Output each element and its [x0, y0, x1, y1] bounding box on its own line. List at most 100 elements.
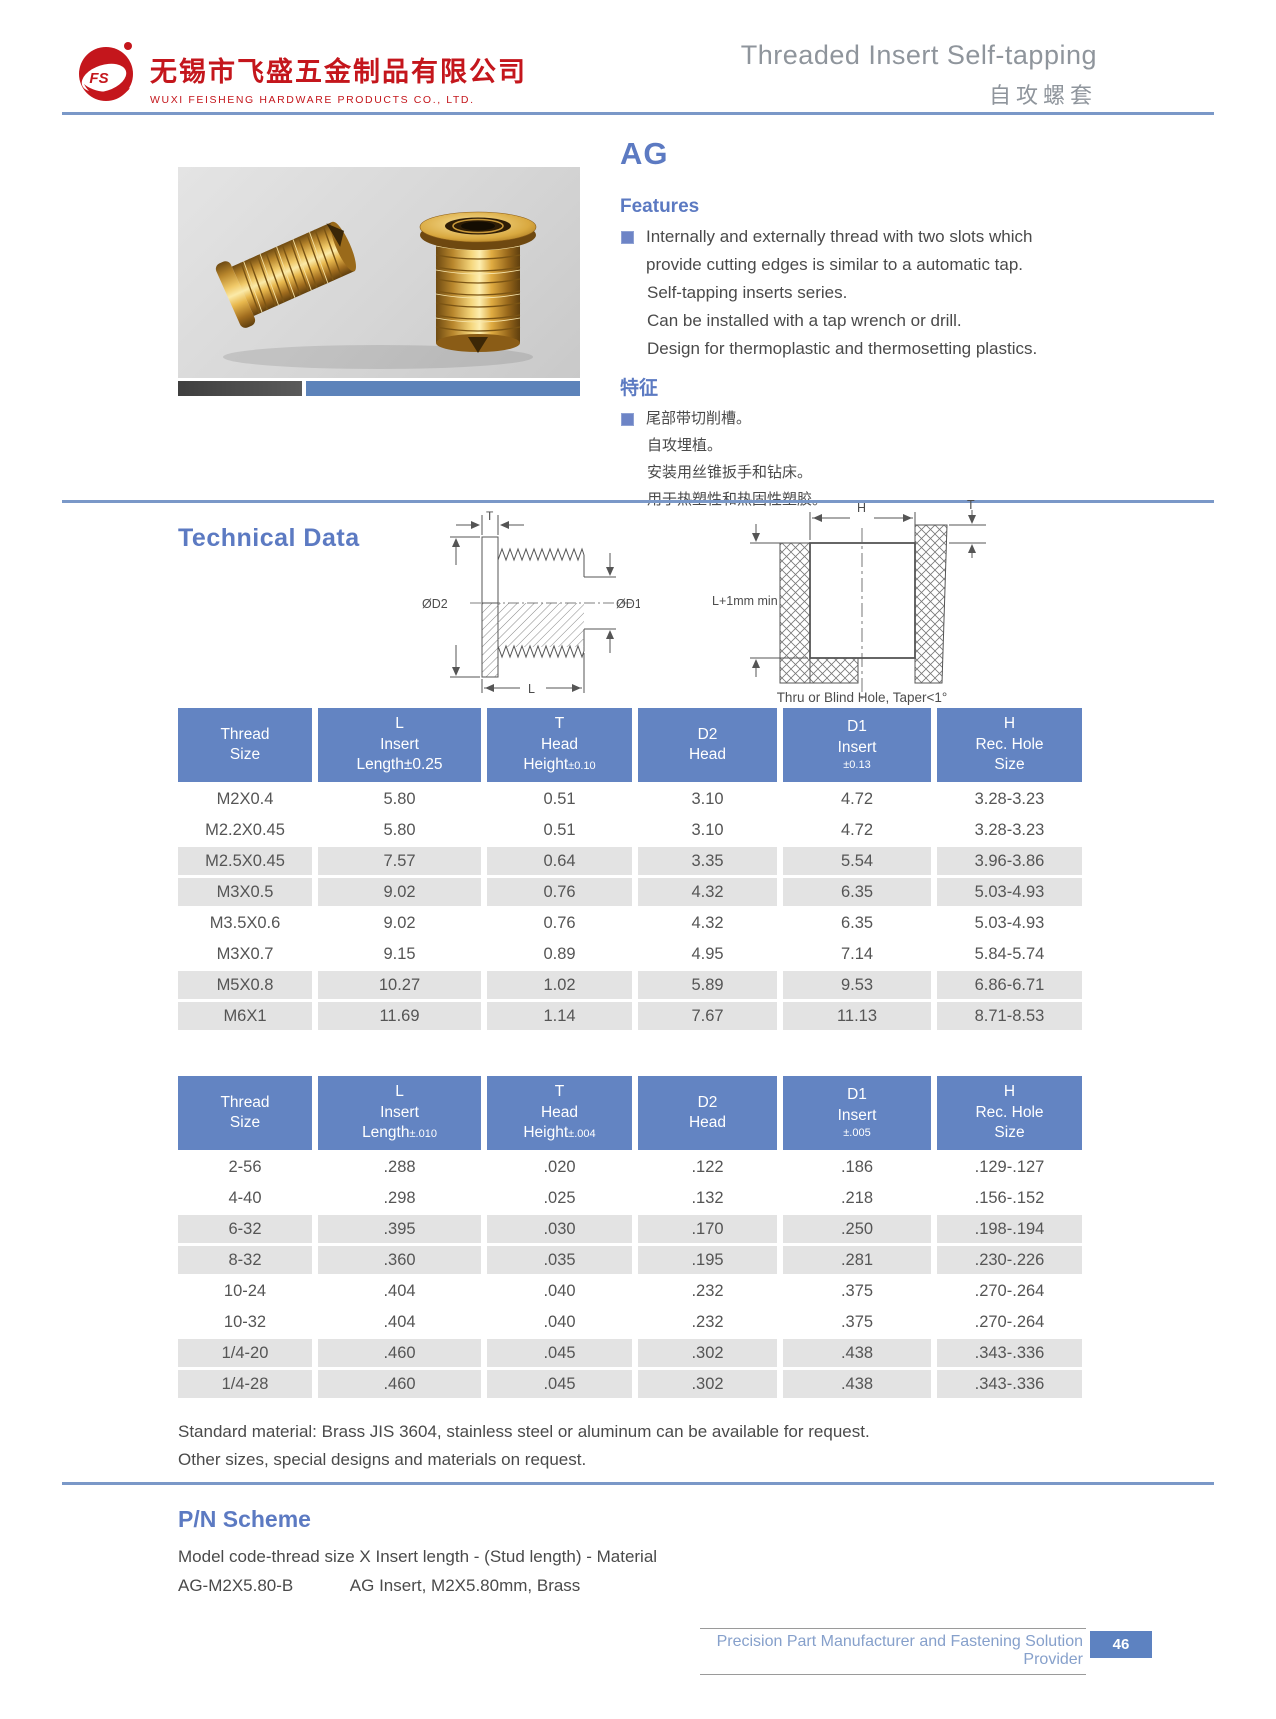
material-notes: Standard material: Brass JIS 3604, stain… — [178, 1418, 1118, 1474]
table-cell: .170 — [638, 1215, 777, 1243]
column-header: D2 Head — [638, 1076, 777, 1150]
table-cell: .122 — [691, 1158, 724, 1176]
feature-line-cn: 尾部带切削槽。 — [646, 410, 752, 427]
table-cell: .404 — [383, 1282, 416, 1300]
column-header: H Rec. Hole Size — [937, 708, 1082, 782]
table-cell: .460 — [318, 1370, 481, 1398]
column-header: D1 Insert ±0.13 — [783, 708, 931, 782]
table-cell: .132 — [691, 1189, 724, 1207]
table-row: 10-32 .404 .040 .232 .375 .270-.264 — [178, 1308, 1082, 1336]
feature-line: Design for thermoplastic and thermosetti… — [647, 339, 1038, 358]
bullet-square-icon — [621, 231, 634, 244]
doc-title-en: Threaded Insert Self-tapping — [740, 40, 1097, 70]
table-row: 2-56 .288 .020 .122 .186 .129-.127 — [178, 1153, 1082, 1181]
table-row: M2.2X0.45 5.80 0.51 3.10 4.72 3.28-3.23 — [178, 816, 1082, 844]
photo-accent-bar-blue — [306, 381, 580, 396]
feature-line: Can be installed with a tap wrench or dr… — [647, 311, 962, 330]
table-cell: .030 — [487, 1215, 632, 1243]
dim-label-h: H — [857, 501, 866, 515]
table-cell: .186 — [840, 1158, 874, 1176]
table-cell: 5.03-4.93 — [974, 914, 1045, 932]
table-row: 8-32.360.035.195.281.230-.226 — [178, 1246, 1082, 1274]
brass-inserts-image — [215, 211, 537, 369]
table-cell: 7.57 — [318, 847, 481, 875]
company-name-cn: 无锡市飞盛五金制品有限公司 — [150, 57, 527, 87]
column-header: T Head Height±0.10 — [487, 708, 632, 782]
table-cell: 9.02 — [383, 914, 416, 932]
table-cell: 5.89 — [638, 971, 777, 999]
table-cell: M2.5X0.45 — [178, 847, 312, 875]
table-cell: 9.15 — [383, 945, 416, 963]
table-row: M2X0.4 5.80 0.51 3.10 4.72 3.28-3.23 — [178, 785, 1082, 813]
table-cell: 3.28-3.23 — [974, 790, 1045, 808]
table-cell: 3.10 — [691, 821, 724, 839]
table-cell: .343-.336 — [937, 1370, 1082, 1398]
note-line: Other sizes, special designs and materia… — [178, 1450, 587, 1469]
table-cell: .198-.194 — [937, 1215, 1082, 1243]
table-cell: 4.95 — [691, 945, 724, 963]
dim-label-l: L — [528, 682, 535, 696]
table-cell: .395 — [318, 1215, 481, 1243]
header-divider — [62, 112, 1214, 115]
company-block: 无锡市飞盛五金制品有限公司 WUXI FEISHENG HARDWARE PRO… — [150, 50, 527, 106]
feature-line-cn: 自攻埋植。 — [647, 437, 723, 454]
table-cell: 9.02 — [318, 878, 481, 906]
table-row: M2.5X0.45 7.57 0.64 3.35 5.54 3.96-3.86 — [178, 847, 1082, 875]
table-cell: 3.28-3.23 — [974, 821, 1045, 839]
table-cell: .040 — [543, 1282, 576, 1300]
table-cell: .230-.226 — [937, 1246, 1082, 1274]
feature-line-cn: 用于热塑性和热固性塑胶。 — [620, 486, 1090, 513]
table-row: M6X1 11.69 1.14 7.67 11.13 8.71-8.53 — [178, 1002, 1082, 1030]
column-header: D2 Head — [638, 708, 777, 782]
table-cell: M3X0.7 — [216, 945, 274, 963]
feature-line-cn: 安装用丝锥扳手和钻床。 — [647, 464, 813, 481]
table-cell: .360 — [318, 1246, 481, 1274]
table-cell: .404 — [383, 1313, 416, 1331]
table-cell: .232 — [691, 1282, 724, 1300]
table-cell: .129-.127 — [974, 1158, 1045, 1176]
table-cell: .045 — [487, 1370, 632, 1398]
table-row: 6-32.395.030.170.250.198-.194 — [178, 1215, 1082, 1243]
table-cell: .156-.152 — [974, 1189, 1045, 1207]
company-name-en: WUXI FEISHENG HARDWARE PRODUCTS CO., LTD… — [150, 94, 475, 106]
table-cell: .298 — [383, 1189, 416, 1207]
table-cell: 5.03-4.93 — [937, 878, 1082, 906]
metric-spec-table: Thread Size L Insert Length±0.25 T Head Height±… — [172, 705, 1088, 1033]
column-header: T Head Height±.004 — [487, 1076, 632, 1150]
column-header: Thread Size — [178, 1076, 312, 1150]
pn-scheme: P/N Scheme Model code-thread size X Inse… — [178, 1506, 1078, 1596]
table-cell: 10.27 — [318, 971, 481, 999]
section-divider — [62, 500, 1214, 503]
page-number: 46 — [1090, 1631, 1152, 1658]
table-cell: M3.5X0.6 — [209, 914, 281, 932]
table-cell: 10-32 — [223, 1313, 267, 1331]
product-info: AG Features Internally and externally th… — [620, 136, 1090, 513]
table-cell: 6.86-6.71 — [937, 971, 1082, 999]
table-cell: 9.53 — [783, 971, 931, 999]
features-title-cn: 特征 — [620, 378, 659, 399]
table-cell: 2-56 — [228, 1158, 262, 1176]
table-cell: .270-.264 — [974, 1313, 1045, 1331]
table-row: M3X0.5 9.02 0.76 4.32 6.35 5.03-4.93 — [178, 878, 1082, 906]
table-header-row: Thread Size L Insert Length±.010 T Head Height±… — [178, 1076, 1082, 1150]
table-cell: 0.76 — [543, 914, 576, 932]
table-cell: 8.71-8.53 — [937, 1002, 1082, 1030]
table-cell: .232 — [691, 1313, 724, 1331]
table-cell: 4.32 — [638, 878, 777, 906]
table-cell: 5.84-5.74 — [974, 945, 1045, 963]
table-cell: .035 — [487, 1246, 632, 1274]
section-divider — [62, 1482, 1214, 1485]
footer-tagline: Precision Part Manufacturer and Fastenin… — [700, 1628, 1086, 1675]
table-header-row: Thread Size L Insert Length±0.25 T Head Height±… — [178, 708, 1082, 782]
technical-data-title: Technical Data — [178, 524, 360, 552]
dim-label-t2: T — [967, 498, 975, 512]
table-cell: .270-.264 — [974, 1282, 1045, 1300]
product-code: AG — [620, 136, 669, 171]
table-cell: .281 — [783, 1246, 931, 1274]
column-header: D1 Insert ±.005 — [783, 1076, 931, 1150]
table-cell: M6X1 — [178, 1002, 312, 1030]
pn-example-desc: AG Insert, M2X5.80mm, Brass — [349, 1576, 581, 1595]
table-cell: .438 — [783, 1370, 931, 1398]
table-cell: 3.10 — [691, 790, 724, 808]
table-row: 1/4-20.460.045.302.438.343-.336 — [178, 1339, 1082, 1367]
